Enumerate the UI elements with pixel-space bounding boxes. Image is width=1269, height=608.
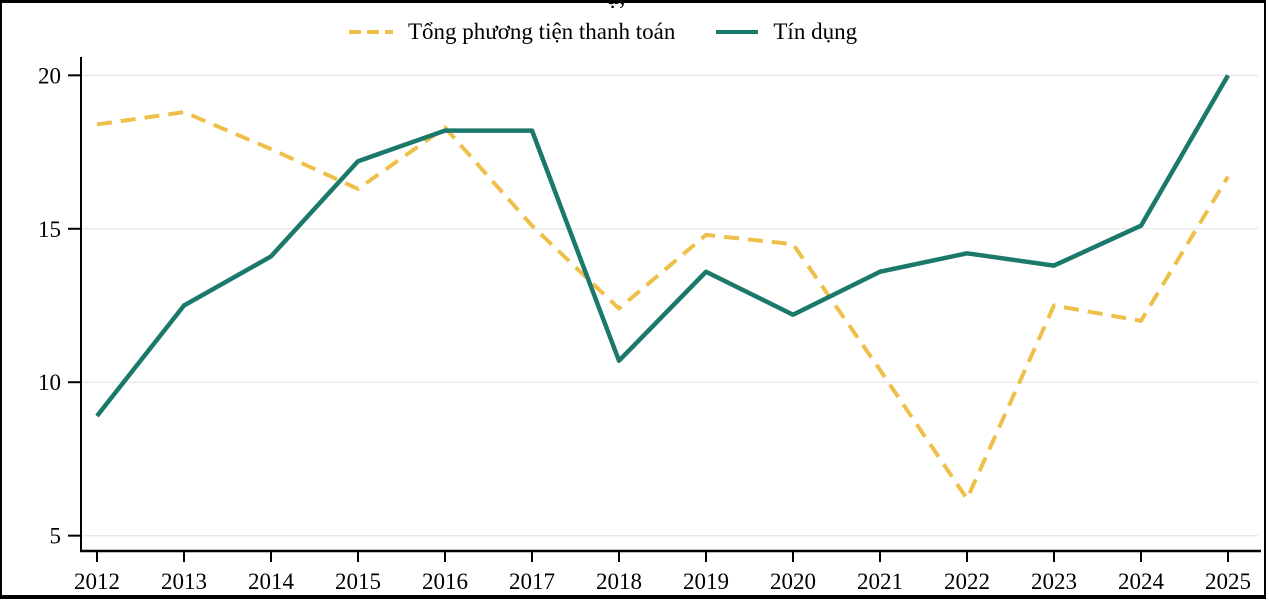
x-tick-label: 2015 bbox=[335, 569, 381, 594]
x-tick-label: 2014 bbox=[248, 569, 295, 594]
solid-line-icon bbox=[716, 30, 759, 34]
y-tick-label: 10 bbox=[38, 370, 61, 395]
x-tick-label: 2013 bbox=[161, 569, 207, 594]
legend-label-tin-dung: Tín dụng bbox=[773, 19, 858, 44]
cropped-title-remnant: ụ, bbox=[606, 3, 746, 8]
x-tick-label: 2016 bbox=[422, 569, 468, 594]
x-tick-label: 2019 bbox=[683, 569, 729, 594]
series-line-1 bbox=[95, 74, 1230, 418]
series-line-0 bbox=[96, 110, 1230, 501]
cropped-title-text: ụ, bbox=[606, 3, 746, 8]
y-tick-label: 20 bbox=[38, 63, 61, 88]
x-tick-label: 2012 bbox=[74, 569, 120, 594]
x-tick-label: 2025 bbox=[1205, 569, 1251, 594]
x-tick-label: 2024 bbox=[1118, 569, 1165, 594]
y-tick-label: 5 bbox=[50, 524, 62, 549]
x-tick-label: 2021 bbox=[857, 569, 903, 594]
x-tick-label: 2020 bbox=[770, 569, 816, 594]
legend: Tổng phương tiện thanh toán Tín dụng bbox=[348, 15, 857, 49]
dashed-line-icon bbox=[349, 30, 393, 34]
x-tick-label: 2023 bbox=[1031, 569, 1077, 594]
legend-item-tin-dung: Tín dụng bbox=[715, 19, 857, 45]
x-tick-label: 2022 bbox=[944, 569, 990, 594]
x-tick-label: 2018 bbox=[596, 569, 642, 594]
legend-item-tong-phuong-tien: Tổng phương tiện thanh toán bbox=[348, 19, 675, 45]
legend-label-tong-phuong-tien: Tổng phương tiện thanh toán bbox=[408, 19, 676, 44]
y-tick-label: 15 bbox=[38, 217, 61, 242]
x-tick-label: 2017 bbox=[509, 569, 555, 594]
